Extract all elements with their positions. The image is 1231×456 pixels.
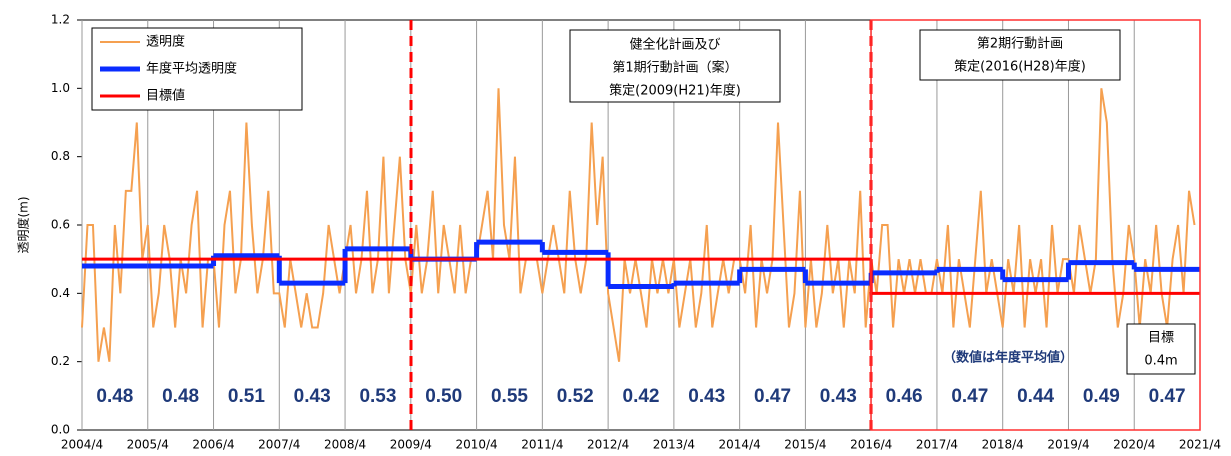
data-label: 0.44 [1017,386,1054,407]
data-label: 0.55 [491,386,528,407]
y-tick-label: 0.4 [51,286,70,300]
data-label: 0.51 [228,386,265,407]
annotation-box [569,29,781,103]
annotation: 策定(2009(H21)年度) [609,83,741,99]
x-tick-label: 2007/4 [258,438,300,452]
legend-label: 透明度 [146,34,185,50]
data-label: 0.43 [820,386,857,407]
x-tick-label: 2011/4 [521,438,563,452]
legend-label: 目標値 [146,88,185,104]
y-axis-label: 透明度(m) [16,196,31,253]
data-label: 0.47 [1149,386,1186,407]
x-tick-label: 2012/4 [587,438,629,452]
data-label: 0.49 [1083,386,1120,407]
data-label: 0.42 [623,386,660,407]
y-tick-label: 0.0 [51,423,70,437]
annotation: （数値は年度平均値） [943,350,1073,366]
x-tick-label: 2017/4 [916,438,958,452]
x-tick-label: 2018/4 [982,438,1024,452]
annotation: 第1期行動計画（案） [612,60,737,76]
line [81,88,1196,362]
data-label: 0.48 [162,386,199,407]
annotation: 目標 [1148,331,1174,346]
x-tick-label: 2005/4 [127,438,169,452]
data-label: 0.47 [951,386,988,407]
data-label: 0.47 [754,386,791,407]
x-tick-label: 2004/4 [61,438,103,452]
annotation: 健全化計画及び [629,37,720,53]
data-label: 0.48 [96,386,133,407]
annotation-box [919,29,1121,81]
x-tick-label: 2006/4 [192,438,234,452]
y-tick-label: 0.2 [51,354,70,368]
annotation: 策定(2016(H28)年度) [954,59,1086,75]
data-label: 0.46 [886,386,923,407]
period-frame [870,19,1201,431]
annotation: 0.4m [1144,354,1177,369]
annotation: 第2期行動計画 [977,36,1063,52]
data-label: 0.43 [294,386,331,407]
y-tick-label: 1.0 [51,81,70,95]
x-tick-label: 2016/4 [850,438,892,452]
x-tick-label: 2013/4 [653,438,695,452]
y-tick-label: 0.6 [51,218,70,232]
x-tick-label: 2015/4 [784,438,826,452]
x-tick-label: 2020/4 [1113,438,1155,452]
x-tick-label: 2008/4 [324,438,366,452]
x-tick-label: 2009/4 [390,438,432,452]
x-tick-label: 2019/4 [1047,438,1089,452]
y-tick-label: 1.2 [51,13,70,27]
x-tick-label: 2021/4 [1179,438,1221,452]
annotation-box [1126,323,1196,375]
data-label: 0.43 [688,386,725,407]
data-label: 0.52 [557,386,594,407]
y-tick-label: 0.8 [51,149,70,163]
x-tick-label: 2014/4 [719,438,761,452]
x-tick-label: 2010/4 [455,438,497,452]
data-label: 0.50 [425,386,462,407]
data-label: 0.53 [359,386,396,407]
legend-label: 年度平均透明度 [146,61,237,77]
